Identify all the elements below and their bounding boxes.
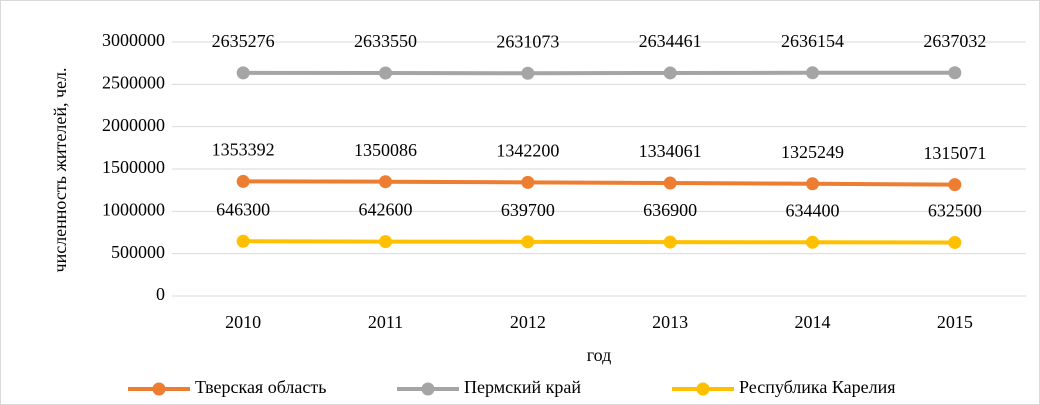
data-label: 646300 — [216, 199, 270, 219]
point — [948, 235, 962, 249]
legend-label: Республика Карелия — [739, 377, 896, 397]
point — [379, 235, 392, 249]
data-label: 2636154 — [781, 31, 844, 51]
data-label: 1342200 — [496, 140, 559, 160]
data-label: 636900 — [643, 200, 697, 220]
point — [379, 66, 392, 80]
point — [379, 175, 392, 189]
series-line — [243, 179, 955, 187]
data-label: 1350086 — [354, 140, 417, 160]
data-label: 634400 — [786, 200, 840, 220]
y-tick-label: 1500000 — [102, 157, 165, 177]
legend-marker — [421, 382, 435, 396]
y-tick-label: 500000 — [111, 242, 165, 262]
data-label: 2631073 — [496, 31, 559, 51]
point — [663, 176, 677, 190]
point — [663, 66, 677, 80]
legend-label: Пермский край — [464, 377, 581, 397]
y-tick-label: 2500000 — [102, 72, 165, 92]
data-label: 2637032 — [923, 31, 986, 51]
point — [521, 175, 535, 189]
series-line — [243, 70, 955, 76]
point — [236, 174, 250, 188]
legend-marker — [152, 382, 166, 396]
x-tick-label: 2013 — [652, 312, 688, 332]
y-tick-label: 3000000 — [102, 30, 165, 50]
data-label: 1334061 — [639, 141, 702, 161]
y-axis-label: численность жителей, чел. — [50, 68, 70, 273]
data-label: 2633550 — [354, 31, 417, 51]
x-tick-label: 2011 — [368, 312, 403, 332]
data-label: 2635276 — [212, 31, 275, 51]
data-label: 1315071 — [923, 143, 986, 163]
x-tick-label: 2012 — [510, 312, 546, 332]
data-label: 642600 — [359, 200, 413, 220]
point — [806, 66, 819, 80]
point — [521, 66, 535, 80]
data-label: 1325249 — [781, 142, 844, 162]
point — [521, 235, 535, 249]
point — [806, 177, 819, 191]
y-tick-label: 1000000 — [102, 199, 165, 219]
x-axis-label: год — [587, 345, 612, 365]
x-tick-label: 2014 — [795, 312, 831, 332]
data-label: 632500 — [928, 201, 982, 221]
legend-label: Тверская область — [195, 377, 326, 397]
point — [663, 235, 677, 249]
y-tick-label: 0 — [156, 284, 165, 304]
point — [948, 66, 962, 80]
point — [236, 234, 250, 248]
x-tick-label: 2010 — [225, 312, 261, 332]
point — [948, 178, 962, 192]
x-tick-label: 2015 — [937, 312, 973, 332]
legend-marker — [696, 382, 710, 396]
data-label: 2634461 — [639, 31, 702, 51]
y-tick-label: 2000000 — [102, 115, 165, 135]
data-label: 1353392 — [212, 140, 275, 160]
point — [806, 235, 819, 249]
series-line — [243, 239, 955, 245]
data-label: 639700 — [501, 200, 555, 220]
point — [236, 66, 250, 80]
